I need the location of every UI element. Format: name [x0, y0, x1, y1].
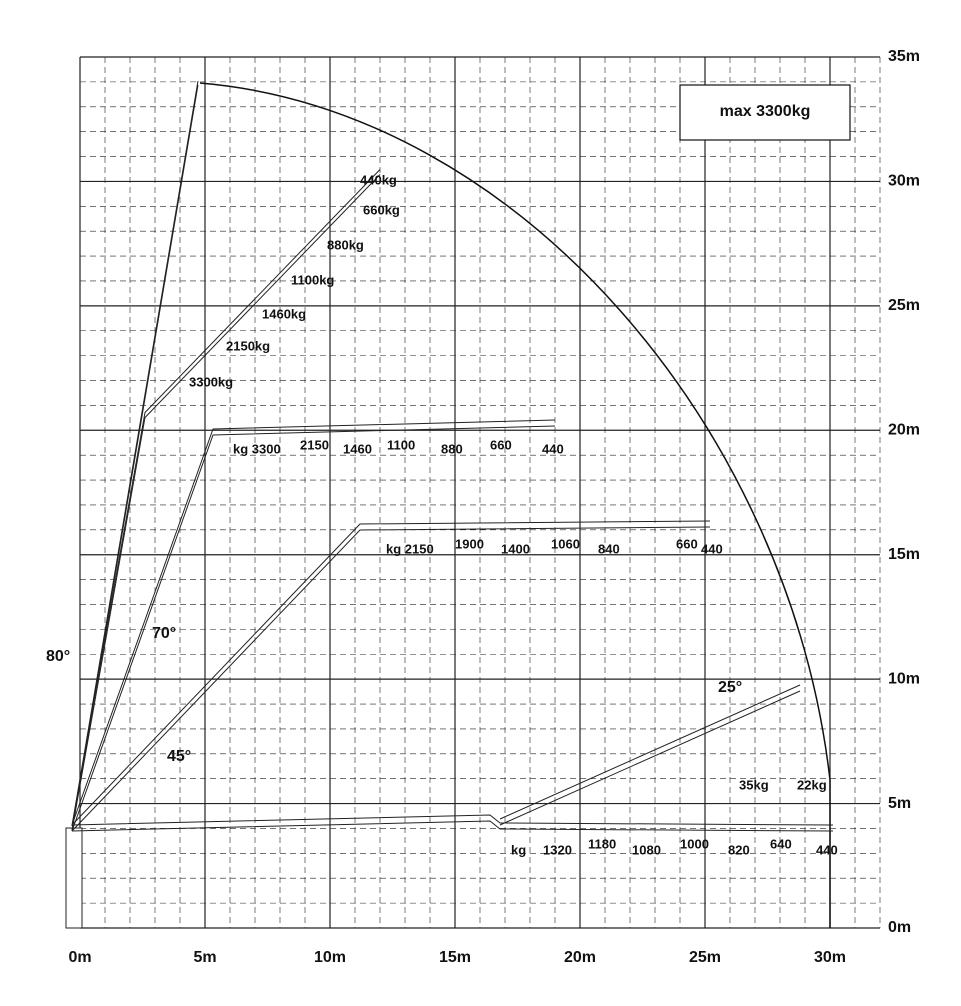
load-label: 1320	[543, 842, 572, 857]
load-envelope	[199, 82, 831, 928]
boom-beam	[71, 520, 711, 826]
boom-beam	[71, 425, 556, 832]
booms	[65, 80, 834, 929]
load-label: 1460kg	[262, 306, 306, 321]
grid	[79, 56, 881, 929]
angle-label: 25°	[718, 679, 742, 696]
boom-beam	[71, 80, 199, 827]
load-label: 1900	[455, 536, 484, 551]
load-label: 880kg	[327, 237, 364, 252]
y-axis-label: 5m	[888, 795, 911, 812]
y-axis-label: 35m	[888, 48, 920, 65]
load-label: 2150	[300, 437, 329, 452]
x-axis-label: 5m	[193, 949, 216, 966]
load-label: 660	[676, 536, 698, 551]
load-label: 440kg	[360, 172, 397, 187]
y-axis-label: 0m	[888, 919, 911, 936]
load-label: 1000	[680, 836, 709, 851]
y-axis-label: 15m	[888, 546, 920, 563]
load-label: 440	[701, 541, 723, 556]
load-label: 440	[816, 842, 838, 857]
x-axis-label: 20m	[564, 949, 596, 966]
boom-beam	[499, 684, 801, 820]
y-axis-label: 25m	[888, 297, 920, 314]
load-label: 1180	[588, 836, 616, 851]
load-label: 1460	[343, 441, 372, 456]
load-label: 440	[542, 441, 564, 456]
load-label: 660kg	[363, 202, 400, 217]
y-axis-label: 30m	[888, 173, 920, 190]
boom-beam	[499, 690, 801, 826]
load-label: 880	[441, 441, 463, 456]
boom-beam	[71, 526, 711, 832]
x-axis-label: 15m	[439, 949, 471, 966]
crane-base	[65, 827, 83, 929]
load-label: kg	[511, 842, 526, 857]
load-label: 35kg	[739, 777, 769, 792]
load-label: 1100kg	[291, 272, 334, 287]
boom-beam	[71, 174, 381, 831]
boom-beam	[71, 169, 381, 826]
x-axis-label: 25m	[689, 949, 721, 966]
boom-beam	[71, 814, 834, 826]
load-label: kg 3300	[233, 441, 281, 456]
load-label: 1100	[387, 437, 415, 452]
angle-label: 70°	[152, 625, 176, 642]
load-label: kg 2150	[386, 541, 434, 556]
load-label: 1080	[632, 842, 661, 857]
y-axis-label: 20m	[888, 422, 920, 439]
x-axis-label: 30m	[814, 949, 846, 966]
load-label: 1400	[501, 541, 530, 556]
x-axis-label: 10m	[314, 949, 346, 966]
boom-beam	[71, 419, 556, 826]
load-label: 660	[490, 437, 512, 452]
max-label: max 3300kg	[720, 103, 811, 120]
load-label: 1060	[551, 536, 580, 551]
angle-label: 80°	[46, 648, 70, 665]
y-axis-label: 10m	[888, 670, 920, 687]
max-box	[679, 84, 851, 141]
load-label: 3300kg	[189, 374, 233, 389]
load-label: 840	[598, 541, 620, 556]
load-label: 22kg	[797, 777, 827, 792]
load-label: 2150kg	[226, 338, 270, 353]
x-axis-label: 0m	[68, 949, 91, 966]
load-label: 820	[728, 842, 750, 857]
boom-beam	[71, 820, 834, 832]
angle-label: 45°	[167, 748, 191, 765]
load-label: 640	[770, 836, 792, 851]
